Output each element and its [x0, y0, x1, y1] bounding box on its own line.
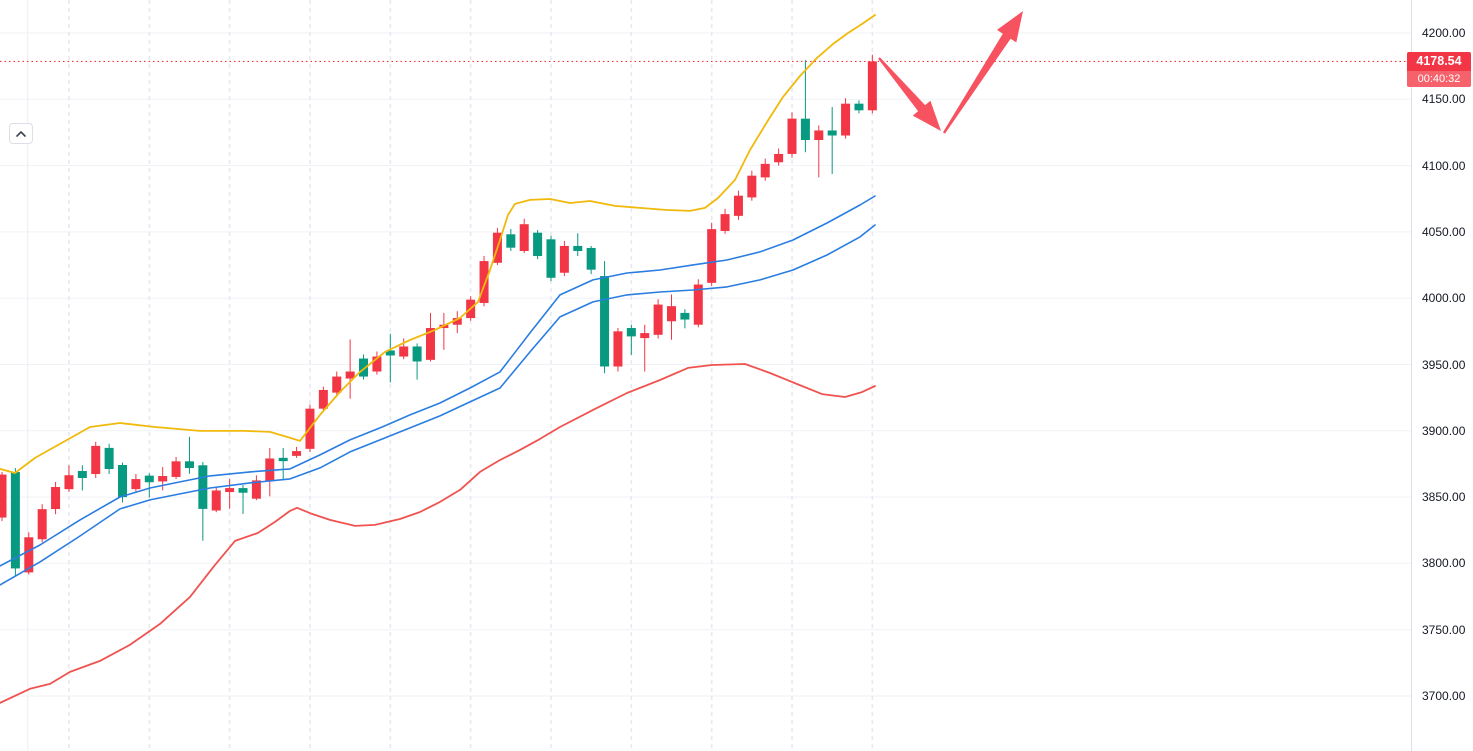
price-axis-label: 4200.00: [1422, 26, 1466, 40]
candlestick-chart[interactable]: [0, 0, 1412, 751]
price-axis-label: 3900.00: [1422, 423, 1466, 438]
drawn-arrow-up[interactable]: [943, 11, 1023, 134]
price-axis-label: 4050.00: [1422, 224, 1466, 239]
price-axis-label: 3750.00: [1422, 622, 1466, 637]
lower-band-line[interactable]: [0, 363, 876, 704]
chevron-up-icon: [16, 130, 26, 137]
current-price-tag: 4178.54 00:40:32: [1407, 51, 1471, 87]
price-axis-label: 4100.00: [1422, 158, 1466, 173]
price-axis-label: 3800.00: [1422, 556, 1466, 571]
price-axis-label: 4150.00: [1422, 92, 1466, 107]
price-axis[interactable]: 4200.00 4150.00 4100.00 4050.00 4000.00 3950.…: [1411, 0, 1473, 751]
drawn-arrow-down[interactable]: [878, 57, 941, 132]
price-axis-label: 3950.00: [1422, 357, 1466, 372]
grid-lines: [0, 0, 1412, 751]
ma-slow-line[interactable]: [0, 224, 876, 586]
price-axis-label: 3850.00: [1422, 490, 1466, 505]
upper-band-line[interactable]: [0, 14, 876, 474]
candlestick-series[interactable]: [0, 54, 877, 577]
price-axis-label: 4000.00: [1422, 291, 1466, 306]
price-axis-label: 3700.00: [1422, 689, 1466, 703]
bar-countdown: 00:40:32: [1407, 70, 1471, 87]
ma-fast-line[interactable]: [0, 195, 876, 567]
chevron-up-button[interactable]: [9, 123, 33, 144]
current-price-value: 4178.54: [1407, 51, 1471, 71]
